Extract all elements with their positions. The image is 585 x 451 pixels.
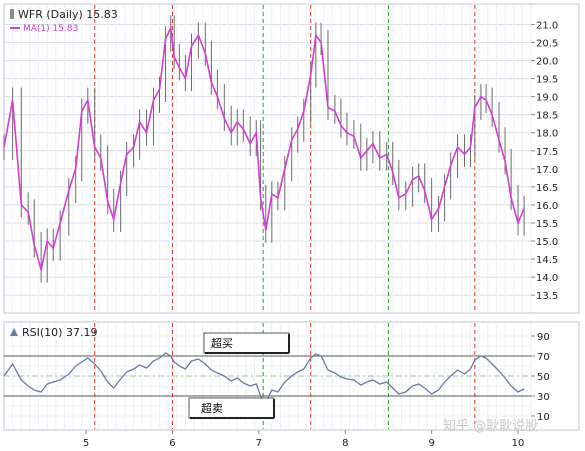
x-tick-label: 6 <box>169 438 175 449</box>
price-bars <box>3 15 525 283</box>
price-y-ticks: 13.5 14.0 14.5 15.0 15.5 16.0 16.5 17.0 17.5 18.0… <box>531 20 558 302</box>
oversold-label: 超卖 <box>201 401 223 415</box>
watermark: 知乎 @耿耿说股 <box>443 418 538 434</box>
ma-line <box>3 25 525 271</box>
ma-legend-label: MA(1) 15.83 <box>23 24 78 34</box>
price-pane: 13.5 14.0 14.5 15.0 15.5 16.0 16.5 17.0 17.5 18.0… <box>3 3 580 314</box>
price-legend: WFR (Daily) 15.83 MA(1) 15.83 <box>10 8 118 34</box>
price-tick-label: 13.5 <box>536 291 558 302</box>
rsi-tick-label: 30 <box>537 392 550 403</box>
rsi-pane: 10 30 50 70 90 RSI(10) 37.19 超买 超卖 <box>3 321 580 431</box>
price-tick-label: 17.0 <box>536 165 558 176</box>
rsi-title: RSI(10) 37.19 <box>22 326 97 339</box>
rsi-y-ticks: 10 30 50 70 90 <box>531 332 550 423</box>
price-tick-label: 16.5 <box>536 183 558 194</box>
price-tick-label: 20.0 <box>536 57 558 68</box>
rsi-tick-label: 70 <box>537 352 550 363</box>
price-tick-label: 17.5 <box>536 147 558 158</box>
price-plot-frame <box>3 3 532 314</box>
price-tick-label: 20.5 <box>536 38 558 49</box>
x-tick-label: 7 <box>256 438 262 449</box>
price-tick-label: 14.5 <box>536 255 558 266</box>
rsi-bands <box>4 355 531 397</box>
x-tick-label: 8 <box>342 438 348 449</box>
price-tick-label: 19.0 <box>536 93 558 104</box>
price-title: WFR (Daily) 15.83 <box>18 8 118 21</box>
price-tick-label: 16.0 <box>536 201 558 212</box>
oversold-box: 超卖 <box>188 397 275 419</box>
price-gridlines <box>4 5 532 312</box>
x-tick-label: 10 <box>512 438 525 449</box>
price-tick-label: 18.5 <box>536 111 558 122</box>
bar-icon <box>10 9 14 19</box>
price-tick-label: 15.5 <box>536 219 558 230</box>
price-period-markers <box>94 5 476 312</box>
overbought-box: 超买 <box>203 332 290 354</box>
rsi-icon <box>10 328 18 336</box>
rsi-tick-label: 50 <box>537 372 550 383</box>
overbought-label: 超买 <box>211 336 233 350</box>
rsi-tick-label: 10 <box>537 412 550 423</box>
price-tick-label: 19.5 <box>536 75 558 86</box>
price-axis-frame <box>530 3 580 314</box>
x-axis-ticks: 5 6 7 8 9 10 <box>83 430 525 449</box>
rsi-axis-frame <box>530 321 580 431</box>
rsi-tick-label: 90 <box>537 332 550 343</box>
price-tick-label: 18.0 <box>536 129 558 140</box>
x-tick-label: 9 <box>428 438 434 449</box>
price-tick-label: 14.0 <box>536 273 558 284</box>
price-tick-label: 21.0 <box>536 20 558 31</box>
rsi-legend: RSI(10) 37.19 <box>10 326 97 339</box>
price-tick-label: 15.0 <box>536 237 558 248</box>
x-tick-label: 5 <box>83 438 89 449</box>
